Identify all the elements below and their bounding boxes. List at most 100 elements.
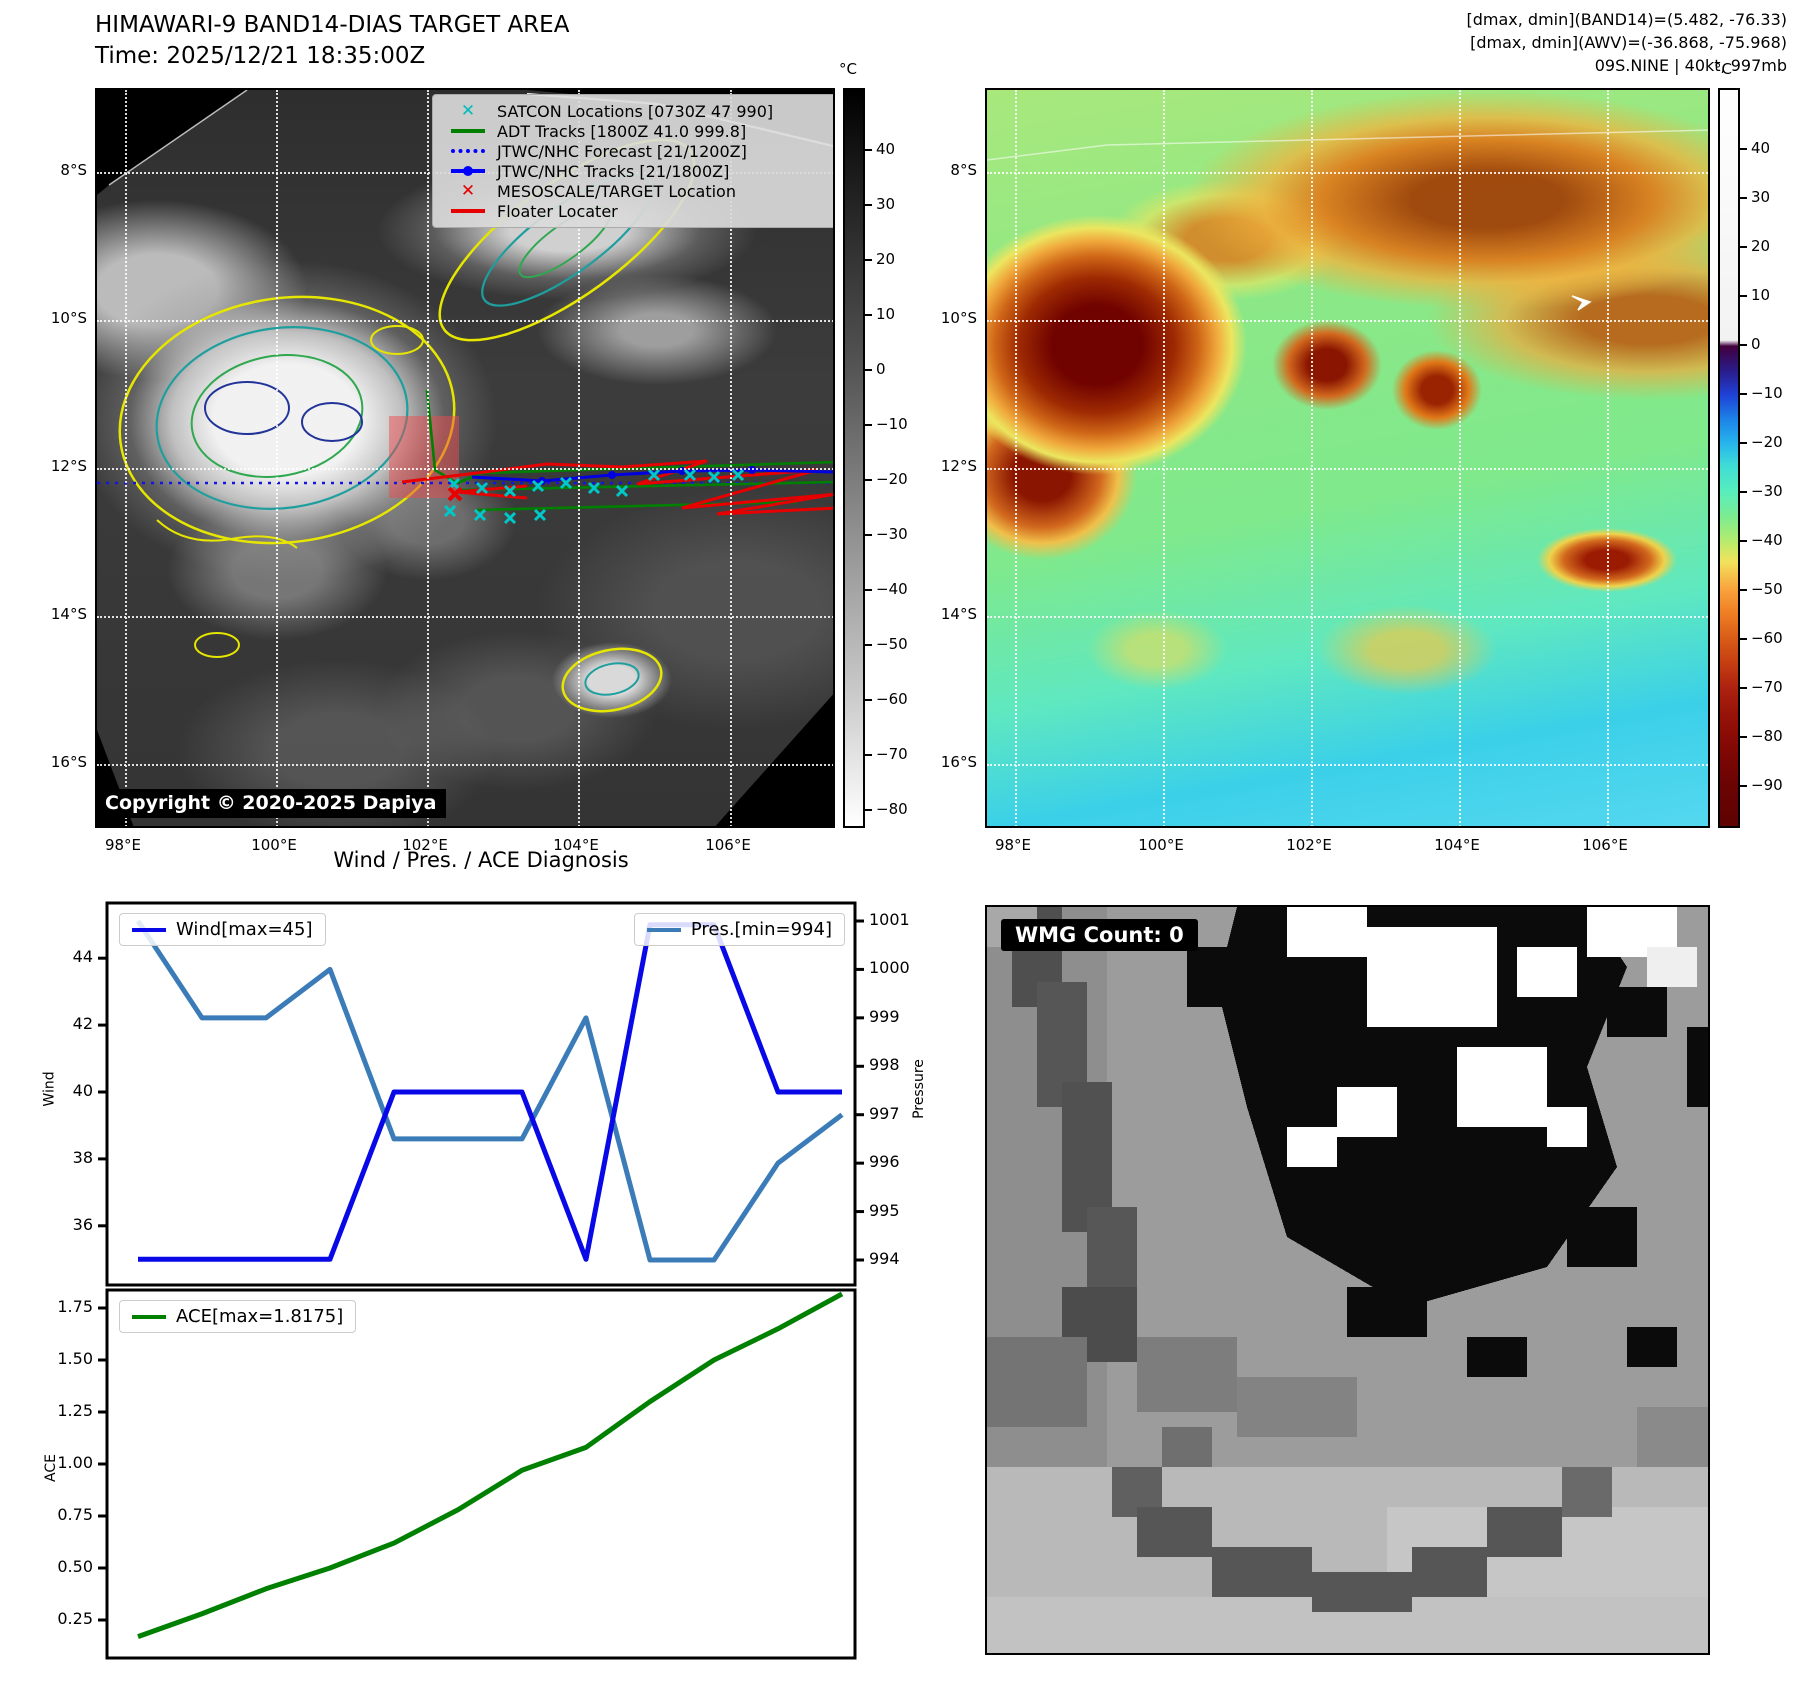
pressure-tick-label: 995 <box>869 1200 900 1220</box>
wind-line-icon <box>132 927 166 932</box>
colorbar-tick-mark <box>865 259 872 261</box>
map-title: HIMAWARI-9 BAND14-DIAS TARGET AREA <box>95 12 570 38</box>
wind-tick-label: 44 <box>72 947 93 967</box>
colorbar-tick-mark <box>865 754 872 756</box>
ace-tick-label: 1.00 <box>57 1453 93 1472</box>
lat-tick-label: 10°S <box>50 309 87 327</box>
colorbar-tick-mark <box>1740 393 1747 395</box>
colorbar-tick-mark <box>865 589 872 591</box>
map-legend: ✕ SATCON Locations [0730Z 47 990] ADT Trac… <box>432 94 833 228</box>
legend-item-label: SATCON Locations [0730Z 47 990] <box>497 101 774 121</box>
pressure-tick-label: 999 <box>869 1006 900 1026</box>
colorbar-tick-label: 20 <box>876 250 896 268</box>
legend-item: ✕ MESOSCALE/TARGET Location <box>460 181 736 201</box>
colorbar-tick-mark <box>1740 589 1747 591</box>
target-area-box <box>389 416 459 498</box>
colorbar-tick-mark <box>865 424 872 426</box>
pressure-legend: Pres.[min=994] <box>633 913 845 946</box>
band14-colorbar-unit: °C <box>839 60 857 78</box>
line-marker-icon <box>445 129 491 133</box>
jtwc-track <box>471 466 833 485</box>
colorbar-tick-mark <box>1740 344 1747 346</box>
ace-tick-label: 1.50 <box>57 1349 93 1368</box>
wind-axis-label: Wind <box>41 1071 58 1107</box>
storm-id-intensity: 09S.NINE | 40kt, 997mb <box>1594 56 1787 75</box>
awv-colorbar-gradient <box>1718 88 1740 828</box>
lat-tick-label: 10°S <box>940 309 977 327</box>
colorbar-tick-label: −10 <box>876 415 908 433</box>
wmg-image <box>987 907 1708 1653</box>
ace-legend: ACE[max=1.8175] <box>119 1300 357 1333</box>
colorbar-tick-mark <box>865 644 872 646</box>
lon-tick-label: 98°E <box>994 836 1032 854</box>
wind-tick-label: 38 <box>72 1147 93 1167</box>
pressure-tick-label: 994 <box>869 1249 900 1268</box>
colorbar-tick-label: −70 <box>876 745 908 763</box>
colorbar-tick-label: −50 <box>876 635 908 653</box>
awv-color-field <box>987 90 1708 826</box>
lon-tick-label: 102°E <box>402 836 448 854</box>
legend-item: ADT Tracks [1800Z 41.0 999.8] <box>445 121 833 141</box>
pressure-line-icon <box>646 927 681 932</box>
colorbar-tick-label: −30 <box>876 525 908 543</box>
pressure-tick-label: 998 <box>869 1055 900 1075</box>
colorbar-tick-label: −30 <box>1751 482 1783 500</box>
colorbar-tick-label: 40 <box>876 140 896 158</box>
band14-overlays <box>97 90 833 826</box>
wind-legend-label: Wind[max=45] <box>176 919 313 940</box>
lon-tick-label: 104°E <box>553 836 599 854</box>
awv-map-panel: 8°S 10°S 12°S 14°S 16°S 98°E 100°E 102°E 104°E 10… <box>941 88 1710 854</box>
ace-legend-label: ACE[max=1.8175] <box>176 1306 344 1327</box>
colorbar-tick-label: −50 <box>1751 580 1783 598</box>
ace-tick-label: 0.50 <box>57 1557 93 1576</box>
ace-tick-label: 0.75 <box>57 1505 93 1524</box>
legend-item-label: JTWC/NHC Tracks [21/1800Z] <box>497 161 730 181</box>
ace-chart[interactable]: ACE[max=1.8175] ACE 1.75 1.50 1.25 1.00 0.75… <box>43 1288 857 1660</box>
wind-pressure-chart[interactable]: Wind[max=45] Pres.[min=994] Wind Pressur… <box>42 901 927 1287</box>
lat-tick-label: 12°S <box>940 457 977 475</box>
band14-map-panel: ✕ SATCON Locations [0730Z 47 990] ADT Trac… <box>51 88 835 854</box>
band14-colorbar: °C 40 30 20 10 0 −10 −20 −30 −40 −50 −60 −70 −80 <box>839 60 908 828</box>
band14-map[interactable]: ✕ SATCON Locations [0730Z 47 990] ADT Trac… <box>95 88 835 828</box>
legend-item-label: ADT Tracks [1800Z 41.0 999.8] <box>497 121 747 141</box>
colorbar-tick-mark <box>1740 295 1747 297</box>
colorbar-tick-mark <box>1740 540 1747 542</box>
colorbar-tick-label: 0 <box>1751 335 1761 353</box>
lat-tick-label: 14°S <box>50 605 87 623</box>
lat-tick-label: 16°S <box>940 753 977 771</box>
wind-tick-label: 42 <box>72 1014 93 1034</box>
lat-tick-label: 14°S <box>940 605 977 623</box>
colorbar-tick-label: 20 <box>1751 237 1771 255</box>
colorbar-tick-mark <box>1740 638 1747 640</box>
colorbar-tick-mark <box>1740 736 1747 738</box>
wind-tick-label: 40 <box>72 1081 93 1100</box>
colorbar-tick-label: 10 <box>876 305 896 323</box>
wind-legend: Wind[max=45] <box>119 913 326 946</box>
dmax-dmin-band14: [dmax, dmin](BAND14)=(5.482, -76.33) <box>1466 10 1788 29</box>
wmg-count-label: WMG Count: 0 <box>1001 919 1198 951</box>
colorbar-tick-label: −10 <box>1751 384 1783 402</box>
wmg-panel[interactable]: WMG Count: 0 <box>985 905 1710 1655</box>
colorbar-tick-label: 10 <box>1751 286 1771 304</box>
colorbar-tick-label: −80 <box>1751 727 1783 745</box>
colorbar-tick-mark <box>865 204 872 206</box>
wind-annotation-icon <box>1571 295 1592 311</box>
awv-map[interactable] <box>985 88 1710 828</box>
legend-item-label: JTWC/NHC Forecast [21/1200Z] <box>497 141 747 161</box>
colorbar-tick-mark <box>1740 442 1747 444</box>
colorbar-tick-label: −40 <box>1751 531 1783 549</box>
colorbar-tick-label: −90 <box>1751 776 1783 794</box>
awv-colorbar: °C 40 30 20 10 0 −10 −20 −30 −40 −50 −60 −70 −80 −90 <box>1714 60 1783 828</box>
copyright-label: Copyright © 2020-2025 Dapiya <box>97 789 447 818</box>
legend-item-label: Floater Locater <box>497 201 618 221</box>
wind-line <box>138 922 842 1262</box>
lon-tick-label: 98°E <box>104 836 142 854</box>
colorbar-tick-mark <box>1740 687 1747 689</box>
pressure-axis-label: Pressure <box>910 1059 927 1119</box>
colorbar-tick-mark <box>865 369 872 371</box>
awv-overlays <box>987 129 1708 311</box>
colorbar-tick-mark <box>865 149 872 151</box>
legend-item: JTWC/NHC Tracks [21/1800Z] <box>445 161 833 181</box>
colorbar-tick-label: 30 <box>1751 188 1771 206</box>
